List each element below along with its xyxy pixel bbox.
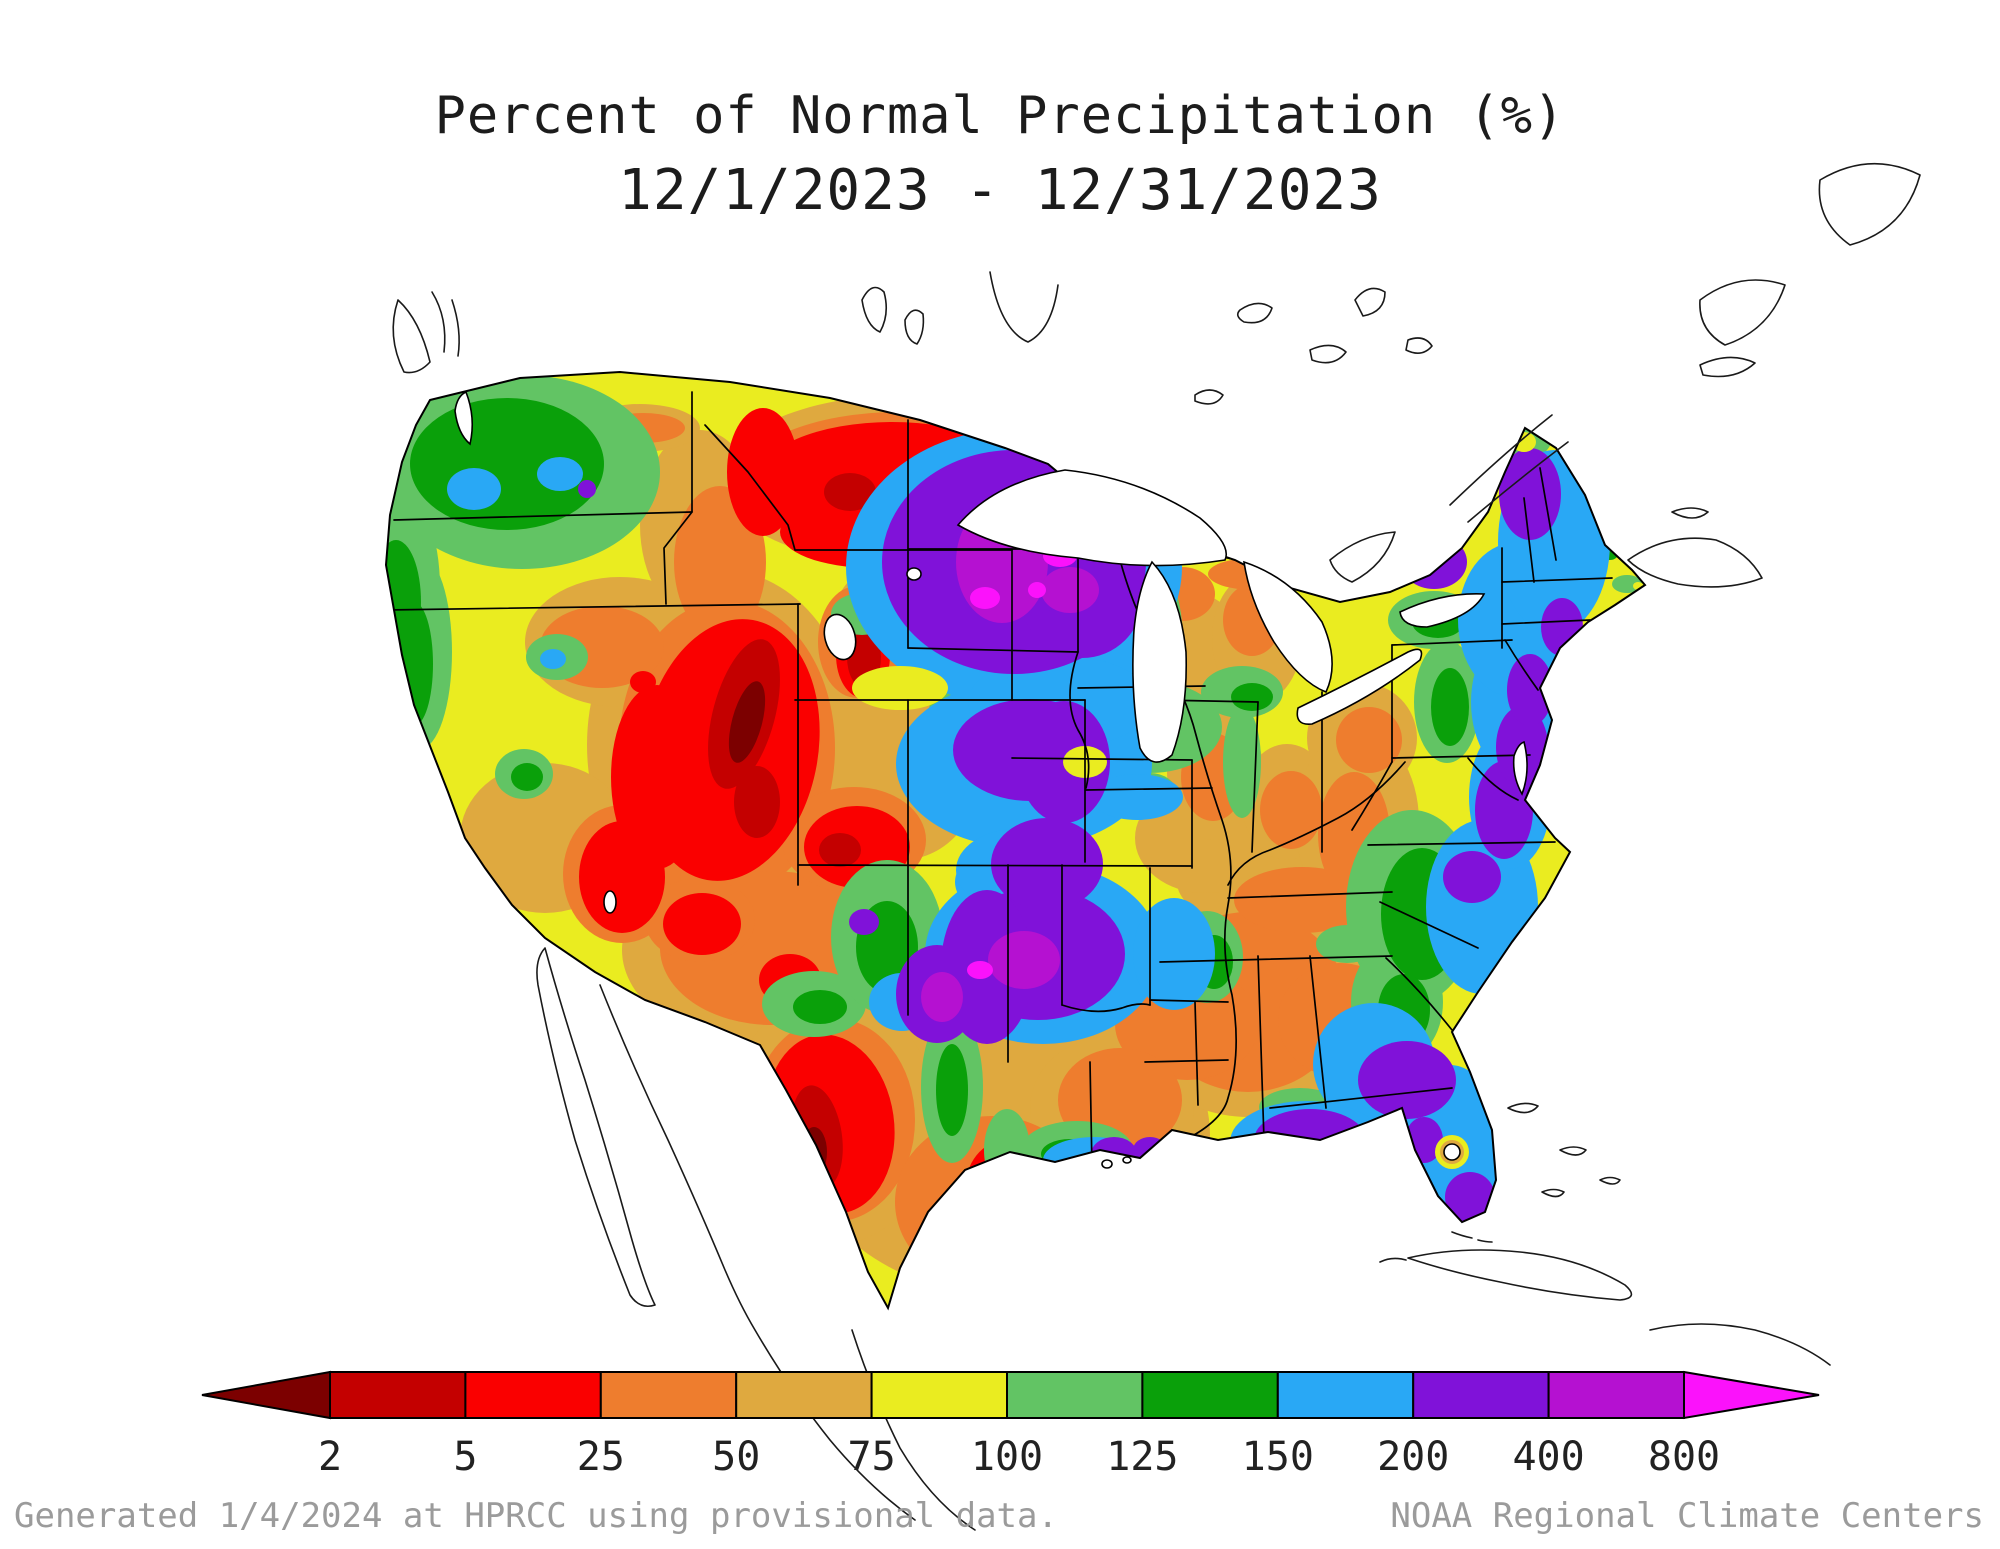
legend-segment	[464, 1371, 602, 1419]
legend-tick-label: 150	[1242, 1434, 1314, 1480]
map-date-range: 12/1/2023 - 12/31/2023	[618, 158, 1382, 223]
legend-underflow-arrow	[201, 1370, 331, 1420]
legend-colorbar: 2 5 25 50 75 100 125 150 200 400 800	[201, 1370, 1820, 1480]
noaa-credit: NOAA Regional Climate Centers	[1390, 1496, 1984, 1536]
legend-tick-label: 400	[1512, 1434, 1584, 1480]
legend-tick-label: 75	[848, 1434, 896, 1480]
legend-tick-label: 2	[318, 1434, 342, 1480]
legend-segment	[735, 1371, 873, 1419]
legend-segment	[329, 1371, 467, 1419]
legend-tick-label: 5	[453, 1434, 477, 1480]
legend-segment	[1276, 1371, 1415, 1419]
legend-tick-label: 200	[1377, 1434, 1449, 1480]
legend-segment	[870, 1371, 1008, 1419]
legend-overflow-arrow	[1683, 1370, 1820, 1420]
legend-tick-label: 50	[712, 1434, 760, 1480]
legend-tick-label: 100	[971, 1434, 1043, 1480]
legend-segment	[599, 1371, 738, 1419]
legend-tick-label: 25	[577, 1434, 625, 1480]
legend-segment	[1141, 1371, 1279, 1419]
generated-credit: Generated 1/4/2024 at HPRCC using provis…	[14, 1496, 1058, 1536]
legend-segment	[1006, 1371, 1144, 1419]
legend-segment	[1547, 1371, 1685, 1419]
neighboring-coastlines	[392, 162, 1921, 1531]
legend-tick-label: 125	[1106, 1434, 1178, 1480]
legend-segment	[1412, 1371, 1550, 1419]
map-title: Percent of Normal Precipitation (%)	[434, 86, 1566, 146]
legend-tick-label: 800	[1648, 1434, 1720, 1480]
great-lakes	[454, 390, 1528, 1169]
